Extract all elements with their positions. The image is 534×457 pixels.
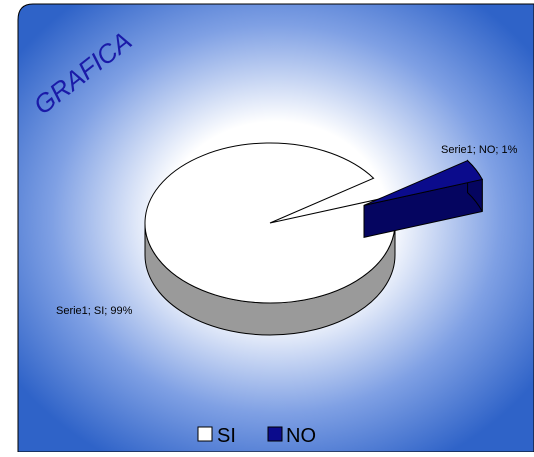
legend: SI NO bbox=[197, 425, 316, 447]
pie-slice-si-top bbox=[144, 142, 396, 304]
legend-label-si: SI bbox=[217, 425, 236, 447]
legend-label-no: NO bbox=[286, 425, 316, 447]
data-label-si: Serie1; SI; 99% bbox=[56, 305, 133, 317]
pie-slice-no bbox=[363, 159, 484, 238]
data-label-no: Serie1; NO; 1% bbox=[441, 144, 518, 156]
legend-swatch-si bbox=[197, 426, 213, 442]
pie-slice-no-top bbox=[363, 159, 484, 206]
legend-swatch-no bbox=[267, 426, 283, 442]
pie-slice-si bbox=[144, 142, 396, 336]
